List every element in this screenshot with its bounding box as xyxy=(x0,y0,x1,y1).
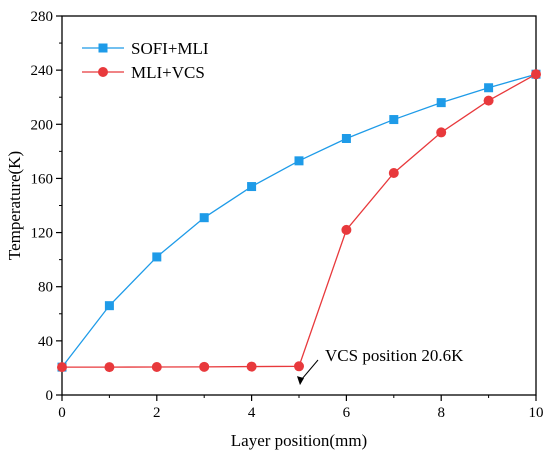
annotation: VCS position 20.6K xyxy=(297,346,464,386)
data-point xyxy=(104,362,115,373)
series-2 xyxy=(57,69,541,373)
data-point xyxy=(247,182,257,192)
data-point xyxy=(199,213,209,223)
x-tick-label: 10 xyxy=(529,405,544,421)
x-axis: 0 2 4 6 8 10 xyxy=(58,395,544,421)
data-point xyxy=(341,133,351,143)
y-tick-label: 160 xyxy=(31,171,54,187)
y-tick-label: 0 xyxy=(46,388,54,404)
y-axis: 0 40 80 120 160 200 240 280 xyxy=(31,9,62,404)
y-axis-title: Temperature(K) xyxy=(5,151,24,260)
series-line xyxy=(61,73,537,368)
y-tick-label: 240 xyxy=(31,63,54,79)
series-line xyxy=(62,73,537,368)
annotation-arrow-line xyxy=(300,359,319,381)
legend-label: MLI+VCS xyxy=(131,63,205,82)
y-tick-label: 280 xyxy=(31,9,54,25)
legend-marker xyxy=(98,67,108,77)
legend-item: SOFI+MLI xyxy=(82,39,209,58)
data-point xyxy=(388,168,399,179)
data-point xyxy=(151,361,162,372)
x-tick-label: 4 xyxy=(248,405,256,421)
data-point xyxy=(57,362,67,373)
data-point xyxy=(246,361,257,372)
series-layer xyxy=(57,69,541,373)
data-point xyxy=(341,224,352,235)
x-tick-label: 2 xyxy=(153,405,161,421)
data-point xyxy=(484,83,494,93)
y-tick-label: 80 xyxy=(38,280,53,296)
x-axis-title: Layer position(mm) xyxy=(231,431,367,450)
y-tick-label: 40 xyxy=(38,334,53,350)
y-tick-label: 120 xyxy=(31,226,54,242)
legend-label: SOFI+MLI xyxy=(131,39,209,58)
annotation-text: VCS position 20.6K xyxy=(325,346,464,365)
legend: SOFI+MLI MLI+VCS xyxy=(82,39,209,82)
data-point xyxy=(294,156,304,166)
x-tick-label: 0 xyxy=(58,405,66,421)
legend-marker xyxy=(98,43,108,53)
data-point xyxy=(294,361,304,372)
data-point xyxy=(389,115,399,125)
y-tick-label: 200 xyxy=(31,117,54,133)
data-point xyxy=(483,95,494,106)
data-point xyxy=(199,361,210,372)
x-tick-label: 6 xyxy=(343,405,351,421)
legend-item: MLI+VCS xyxy=(82,63,205,82)
data-point xyxy=(152,252,162,262)
data-point xyxy=(531,69,541,80)
data-point xyxy=(436,98,446,108)
data-point xyxy=(436,127,447,138)
data-point xyxy=(104,301,114,311)
annotation-arrowhead xyxy=(297,376,304,386)
x-tick-label: 8 xyxy=(437,405,445,421)
